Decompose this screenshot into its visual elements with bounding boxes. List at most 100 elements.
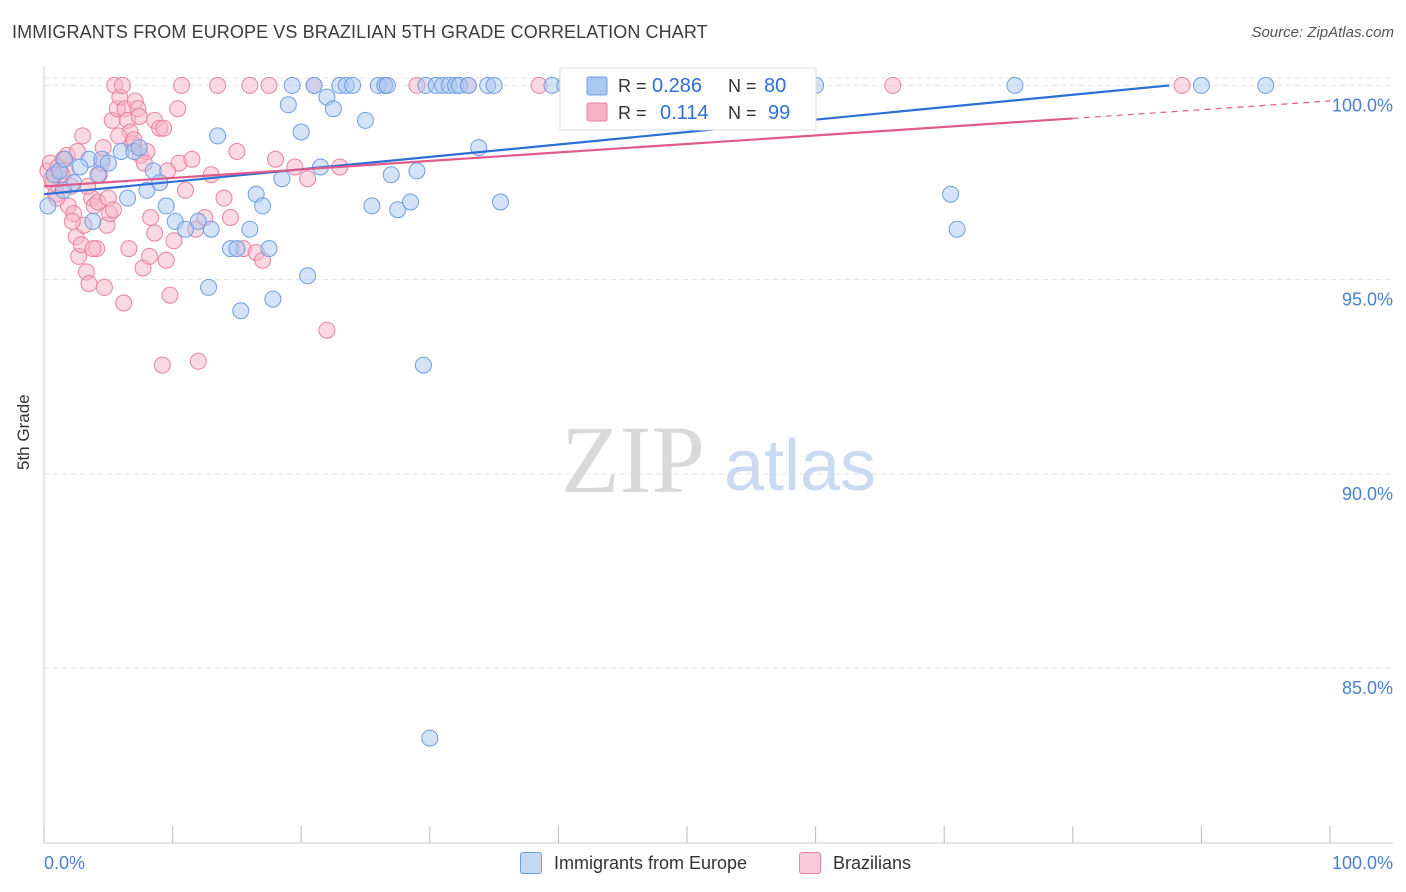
x-tick-max: 100.0% bbox=[1332, 853, 1393, 873]
europe-point-48 bbox=[408, 162, 426, 180]
europe-point-17 bbox=[189, 212, 207, 230]
brazilians-point-81 bbox=[74, 127, 92, 145]
brazilians-point-88 bbox=[110, 127, 128, 145]
brazilians-point-59 bbox=[241, 76, 259, 94]
europe-point-71 bbox=[1006, 76, 1024, 94]
brazilians-point-74 bbox=[1173, 76, 1191, 94]
europe-point-27 bbox=[264, 290, 282, 308]
legend-r-value-europe: 0.286 bbox=[652, 75, 702, 97]
europe-point-31 bbox=[292, 123, 310, 141]
europe-point-29 bbox=[279, 96, 297, 114]
europe-point-60 bbox=[485, 76, 503, 94]
bottom-legend-europe[interactable]: Immigrants from Europe bbox=[520, 852, 747, 874]
europe-point-77 bbox=[130, 139, 148, 157]
bottom-legend-swatch-europe bbox=[520, 852, 542, 874]
europe-point-21 bbox=[228, 240, 246, 258]
europe-point-32 bbox=[299, 267, 317, 285]
brazilians-point-94 bbox=[141, 247, 158, 265]
europe-point-39 bbox=[344, 76, 362, 94]
legend-n-label-brazilians: N = bbox=[728, 103, 757, 123]
brazilians-point-63 bbox=[267, 150, 284, 168]
europe-point-19 bbox=[209, 127, 227, 145]
europe-point-0 bbox=[39, 197, 57, 215]
legend-n-label-europe: N = bbox=[728, 76, 757, 96]
x-tick-labels: 0.0% 100.0% bbox=[44, 853, 1393, 873]
watermark-zip: ZIP bbox=[561, 406, 705, 513]
trend-lines bbox=[43, 84, 1331, 196]
brazilians-point-16 bbox=[80, 275, 98, 293]
brazilians-point-51 bbox=[189, 352, 207, 370]
legend-r-value-brazilians: 0.114 bbox=[660, 102, 709, 124]
brazilians-point-55 bbox=[215, 189, 233, 207]
brazilians-point-65 bbox=[299, 170, 317, 188]
legend-n-value-brazilians: 99 bbox=[768, 102, 790, 124]
bottom-legend-brazilians[interactable]: Brazilians bbox=[799, 852, 911, 874]
brazilians-point-57 bbox=[228, 143, 246, 160]
y-tick-label-0: 100.0% bbox=[1332, 95, 1393, 115]
bottom-legend: Immigrants from Europe Brazilians bbox=[0, 852, 1406, 878]
europe-point-51 bbox=[421, 729, 439, 747]
brazilians-point-67 bbox=[318, 321, 336, 339]
europe-point-75 bbox=[71, 158, 89, 176]
brazilians-point-98 bbox=[169, 100, 187, 118]
europe-point-28 bbox=[273, 170, 291, 188]
bottom-legend-label-brazilians: Brazilians bbox=[833, 852, 912, 873]
europe-point-26 bbox=[260, 240, 278, 258]
europe-point-41 bbox=[363, 197, 381, 215]
europe-point-70 bbox=[948, 220, 966, 238]
brazilians-point-45 bbox=[165, 232, 183, 250]
europe-point-33 bbox=[305, 76, 323, 94]
brazilians-point-56 bbox=[222, 209, 239, 226]
brazilians-point-54 bbox=[209, 76, 227, 94]
europe-point-40 bbox=[357, 111, 374, 129]
europe-point-69 bbox=[942, 185, 960, 203]
brazilians-point-44 bbox=[161, 286, 179, 304]
europe-point-22 bbox=[232, 302, 250, 320]
brazilians-point-96 bbox=[153, 356, 171, 374]
europe-point-25 bbox=[254, 197, 272, 215]
watermark-atlas: atlas bbox=[724, 426, 876, 506]
europe-point-46 bbox=[389, 201, 407, 219]
y-tick-label-2: 90.0% bbox=[1342, 484, 1393, 504]
europe-point-36 bbox=[324, 100, 342, 118]
brazilians-point-42 bbox=[155, 119, 173, 137]
brazilians-trend-extension bbox=[1072, 100, 1331, 120]
europe-point-3 bbox=[56, 150, 74, 168]
bottom-legend-swatch-brazilians bbox=[799, 852, 821, 874]
europe-point-61 bbox=[492, 193, 509, 211]
legend: R = 0.286 N = 80 R = 0.114 N = 99 bbox=[559, 67, 817, 131]
axes bbox=[43, 66, 1393, 844]
europe-point-23 bbox=[241, 220, 259, 238]
brazilians-point-95 bbox=[146, 224, 164, 242]
europe-point-49 bbox=[414, 356, 432, 374]
brazilians-point-83 bbox=[84, 240, 102, 258]
legend-swatch-brazilians bbox=[586, 102, 608, 122]
europe-point-18 bbox=[200, 278, 218, 296]
europe-point-12 bbox=[138, 181, 156, 199]
europe-point-8 bbox=[99, 154, 117, 172]
europe-points bbox=[39, 76, 1275, 747]
legend-n-value-europe: 80 bbox=[764, 75, 786, 97]
brazilians-point-92 bbox=[130, 108, 148, 125]
europe-point-72 bbox=[1192, 76, 1210, 94]
europe-point-79 bbox=[202, 220, 220, 238]
europe-trend-line bbox=[43, 84, 1170, 196]
brazilians-point-48 bbox=[177, 181, 194, 199]
europe-point-78 bbox=[157, 197, 175, 215]
brazilians-point-43 bbox=[157, 251, 175, 269]
y-tick-labels: 100.0% 95.0% 90.0% 85.0% bbox=[1332, 95, 1393, 698]
x-tick-min: 0.0% bbox=[44, 853, 85, 873]
europe-point-73 bbox=[1257, 76, 1275, 94]
chart-title: IMMIGRANTS FROM EUROPE VS BRAZILIAN 5TH … bbox=[12, 22, 708, 42]
brazilians-point-47 bbox=[173, 76, 191, 94]
y-tick-label-1: 95.0% bbox=[1342, 290, 1393, 310]
brazilians-point-79 bbox=[63, 212, 81, 230]
bottom-legend-label-europe: Immigrants from Europe bbox=[554, 852, 748, 873]
legend-r-label-brazilians: R = bbox=[618, 103, 647, 123]
source-credit: Source: ZipAtlas.com bbox=[1251, 24, 1394, 41]
brazilians-point-89 bbox=[115, 294, 133, 312]
europe-point-16 bbox=[177, 220, 194, 238]
legend-r-label-europe: R = bbox=[618, 76, 647, 96]
brazilians-point-73 bbox=[884, 76, 902, 94]
